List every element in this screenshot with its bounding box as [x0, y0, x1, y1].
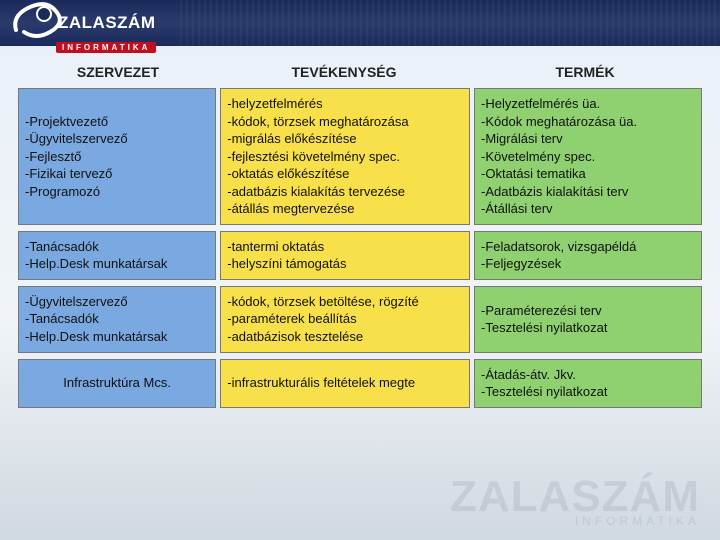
- cell-termek: -Helyzetfelmérés üa. -Kódok meghatározás…: [474, 88, 702, 225]
- cell-szervezet: Infrastruktúra Mcs.: [18, 359, 216, 408]
- col-header-2: TEVÉKENYSÉG: [218, 64, 470, 80]
- header-bar: ZALASZÁM INFORMATIKA: [0, 0, 720, 46]
- swirl-icon: [10, 2, 64, 44]
- cell-termek: -Feladatsorok, vizsgapéldá -Feljegyzések: [474, 231, 702, 280]
- cell-termek: -Paraméterezési terv -Tesztelési nyilatk…: [474, 286, 702, 353]
- brand-logo: ZALASZÁM INFORMATIKA: [10, 2, 155, 44]
- cell-szervezet: -Tanácsadók -Help.Desk munkatársak: [18, 231, 216, 280]
- cell-szervezet: -Ügyvitelszervező -Tanácsadók -Help.Desk…: [18, 286, 216, 353]
- col-header-3: TERMÉK: [470, 64, 700, 80]
- cell-tevekenyseg: -kódok, törzsek betöltése, rögzíté -para…: [220, 286, 470, 353]
- table-row: -Ügyvitelszervező -Tanácsadók -Help.Desk…: [18, 286, 702, 353]
- cell-szervezet: -Projektvezető -Ügyvitelszervező -Fejles…: [18, 88, 216, 225]
- col-header-1: SZERVEZET: [18, 64, 218, 80]
- cell-termek: -Átadás-átv. Jkv. -Tesztelési nyilatkoza…: [474, 359, 702, 408]
- cell-tevekenyseg: -tantermi oktatás -helyszíni támogatás: [220, 231, 470, 280]
- cell-tevekenyseg: -infrastrukturális feltételek megte: [220, 359, 470, 408]
- content-area: SZERVEZET TEVÉKENYSÉG TERMÉK -Projektvez…: [0, 46, 720, 408]
- header-decor: [180, 0, 720, 46]
- table-row: -Projektvezető -Ügyvitelszervező -Fejles…: [18, 88, 702, 225]
- brand-name: ZALASZÁM: [58, 13, 155, 33]
- table-row: Infrastruktúra Mcs. -infrastrukturális f…: [18, 359, 702, 408]
- table-row: -Tanácsadók -Help.Desk munkatársak -tant…: [18, 231, 702, 280]
- watermark-main: ZALASZÁM: [450, 472, 700, 522]
- brand-sub: INFORMATIKA: [56, 42, 156, 53]
- cell-tevekenyseg: -helyzetfelmérés -kódok, törzsek meghatá…: [220, 88, 470, 225]
- watermark-sub: INFORMATIKA: [575, 514, 700, 528]
- column-headers: SZERVEZET TEVÉKENYSÉG TERMÉK: [18, 64, 702, 80]
